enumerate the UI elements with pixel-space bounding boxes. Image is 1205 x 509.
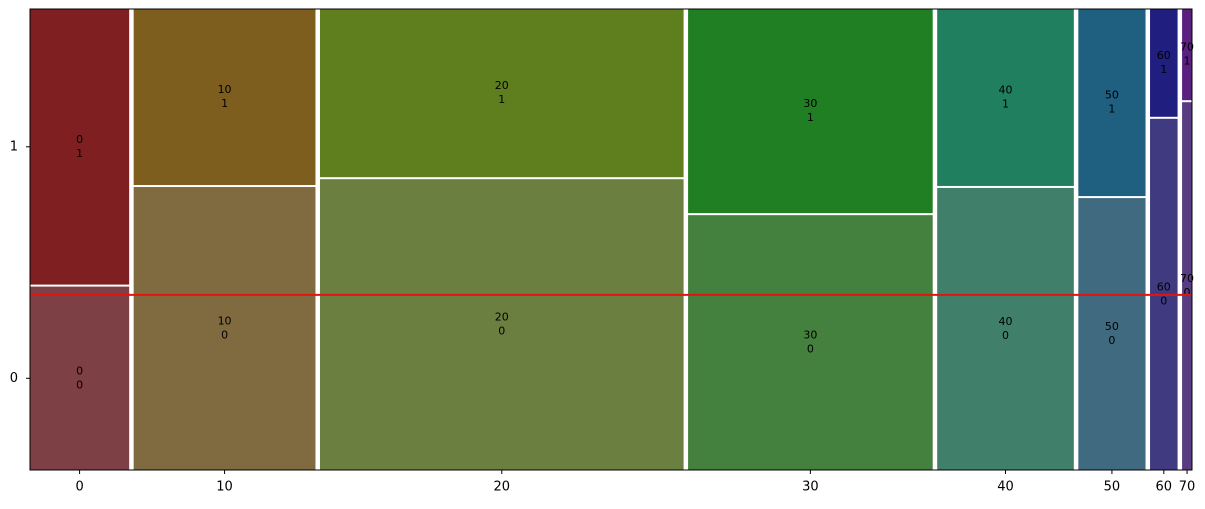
mosaic-tile bbox=[1182, 102, 1192, 470]
mosaic-tile bbox=[937, 187, 1074, 471]
plot-frame bbox=[29, 8, 1193, 471]
tile-category-label: 70 bbox=[1180, 272, 1194, 285]
tile-category-label: 40 bbox=[999, 83, 1013, 96]
y-tick-label: 0 bbox=[10, 371, 18, 386]
tile-level-label: 0 bbox=[1160, 294, 1167, 307]
tile-category-label: 10 bbox=[218, 83, 232, 96]
mosaic-tile bbox=[133, 187, 316, 471]
tile-level-label: 1 bbox=[1108, 103, 1115, 116]
mosaic-tile bbox=[1078, 9, 1146, 197]
x-tick-label: 30 bbox=[802, 480, 819, 495]
tile-category-label: 30 bbox=[803, 97, 817, 110]
tile-category-label: 20 bbox=[495, 311, 509, 324]
tile-level-label: 1 bbox=[76, 147, 83, 160]
tile-level-label: 1 bbox=[221, 97, 228, 110]
tile-level-label: 0 bbox=[1184, 286, 1191, 299]
tile-level-label: 0 bbox=[498, 325, 505, 338]
tile-level-label: 1 bbox=[807, 111, 814, 124]
mosaic-tile bbox=[30, 9, 130, 285]
mosaic-tile bbox=[1078, 198, 1146, 470]
mosaic-tile bbox=[133, 9, 316, 186]
tile-category-label: 20 bbox=[495, 79, 509, 92]
tile-category-label: 60 bbox=[1157, 280, 1171, 293]
tile-category-label: 0 bbox=[76, 364, 83, 377]
tile-category-label: 50 bbox=[1105, 320, 1119, 333]
tile-category-label: 0 bbox=[76, 133, 83, 146]
tile-level-label: 0 bbox=[1108, 334, 1115, 347]
x-tick-label: 70 bbox=[1179, 480, 1196, 495]
tile-category-label: 40 bbox=[999, 315, 1013, 328]
mosaic-tile bbox=[688, 215, 933, 470]
tile-level-label: 0 bbox=[221, 329, 228, 342]
tile-category-label: 50 bbox=[1105, 89, 1119, 102]
y-tick-label: 1 bbox=[10, 139, 18, 154]
tile-level-label: 1 bbox=[1160, 63, 1167, 76]
mosaic-tile bbox=[1150, 9, 1178, 117]
mosaic-tile bbox=[319, 179, 684, 470]
x-tick-label: 0 bbox=[75, 480, 83, 495]
tile-category-label: 30 bbox=[803, 329, 817, 342]
tile-level-label: 1 bbox=[1002, 97, 1009, 110]
tile-level-label: 0 bbox=[1002, 329, 1009, 342]
mosaic-tile bbox=[1182, 9, 1192, 101]
tile-category-label: 60 bbox=[1157, 49, 1171, 62]
x-tick-label: 40 bbox=[997, 480, 1014, 495]
x-tick-label: 60 bbox=[1156, 480, 1173, 495]
mosaic-tile bbox=[319, 9, 684, 178]
mosaic-tile bbox=[688, 9, 933, 214]
x-tick-label: 50 bbox=[1104, 480, 1121, 495]
tile-category-label: 70 bbox=[1180, 41, 1194, 54]
mosaic-tile bbox=[30, 286, 130, 470]
tile-category-label: 10 bbox=[218, 315, 232, 328]
tile-level-label: 1 bbox=[498, 93, 505, 106]
tile-level-label: 0 bbox=[807, 343, 814, 356]
x-tick-label: 20 bbox=[494, 480, 511, 495]
x-tick-label: 10 bbox=[216, 480, 233, 495]
mosaic-tile bbox=[937, 9, 1074, 186]
tile-level-label: 1 bbox=[1184, 55, 1191, 68]
tile-level-label: 0 bbox=[76, 378, 83, 391]
